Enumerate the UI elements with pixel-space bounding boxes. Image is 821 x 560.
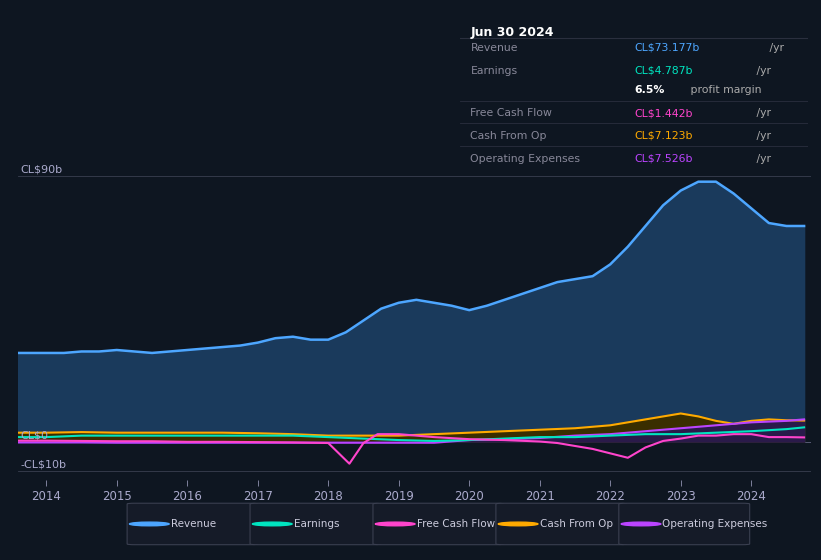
Circle shape: [375, 522, 415, 526]
Text: Revenue: Revenue: [171, 519, 216, 529]
FancyBboxPatch shape: [619, 503, 750, 545]
Text: Cash From Op: Cash From Op: [539, 519, 612, 529]
Text: CL$90b: CL$90b: [21, 164, 62, 174]
Text: 6.5%: 6.5%: [634, 85, 664, 95]
Text: CL$73.177b: CL$73.177b: [634, 43, 699, 53]
Text: CL$7.123b: CL$7.123b: [634, 131, 692, 141]
Text: /yr: /yr: [753, 66, 771, 76]
Text: /yr: /yr: [753, 108, 771, 118]
Text: CL$1.442b: CL$1.442b: [634, 108, 692, 118]
Text: Operating Expenses: Operating Expenses: [470, 153, 580, 164]
Text: profit margin: profit margin: [687, 85, 761, 95]
Text: CL$7.526b: CL$7.526b: [634, 153, 692, 164]
Text: /yr: /yr: [753, 153, 771, 164]
Text: CL$4.787b: CL$4.787b: [634, 66, 692, 76]
Text: /yr: /yr: [766, 43, 784, 53]
Circle shape: [130, 522, 169, 526]
Text: Free Cash Flow: Free Cash Flow: [470, 108, 553, 118]
FancyBboxPatch shape: [373, 503, 504, 545]
Circle shape: [621, 522, 661, 526]
Text: Earnings: Earnings: [294, 519, 339, 529]
FancyBboxPatch shape: [496, 503, 626, 545]
Text: Free Cash Flow: Free Cash Flow: [416, 519, 495, 529]
FancyBboxPatch shape: [250, 503, 381, 545]
FancyBboxPatch shape: [127, 503, 258, 545]
Text: CL$0: CL$0: [21, 430, 48, 440]
Text: Revenue: Revenue: [470, 43, 518, 53]
Text: -CL$10b: -CL$10b: [21, 460, 67, 470]
Text: Jun 30 2024: Jun 30 2024: [470, 26, 554, 39]
Text: Cash From Op: Cash From Op: [470, 131, 547, 141]
Text: /yr: /yr: [753, 131, 771, 141]
Circle shape: [498, 522, 538, 526]
Text: Operating Expenses: Operating Expenses: [663, 519, 768, 529]
Text: Earnings: Earnings: [470, 66, 517, 76]
Circle shape: [252, 522, 292, 526]
